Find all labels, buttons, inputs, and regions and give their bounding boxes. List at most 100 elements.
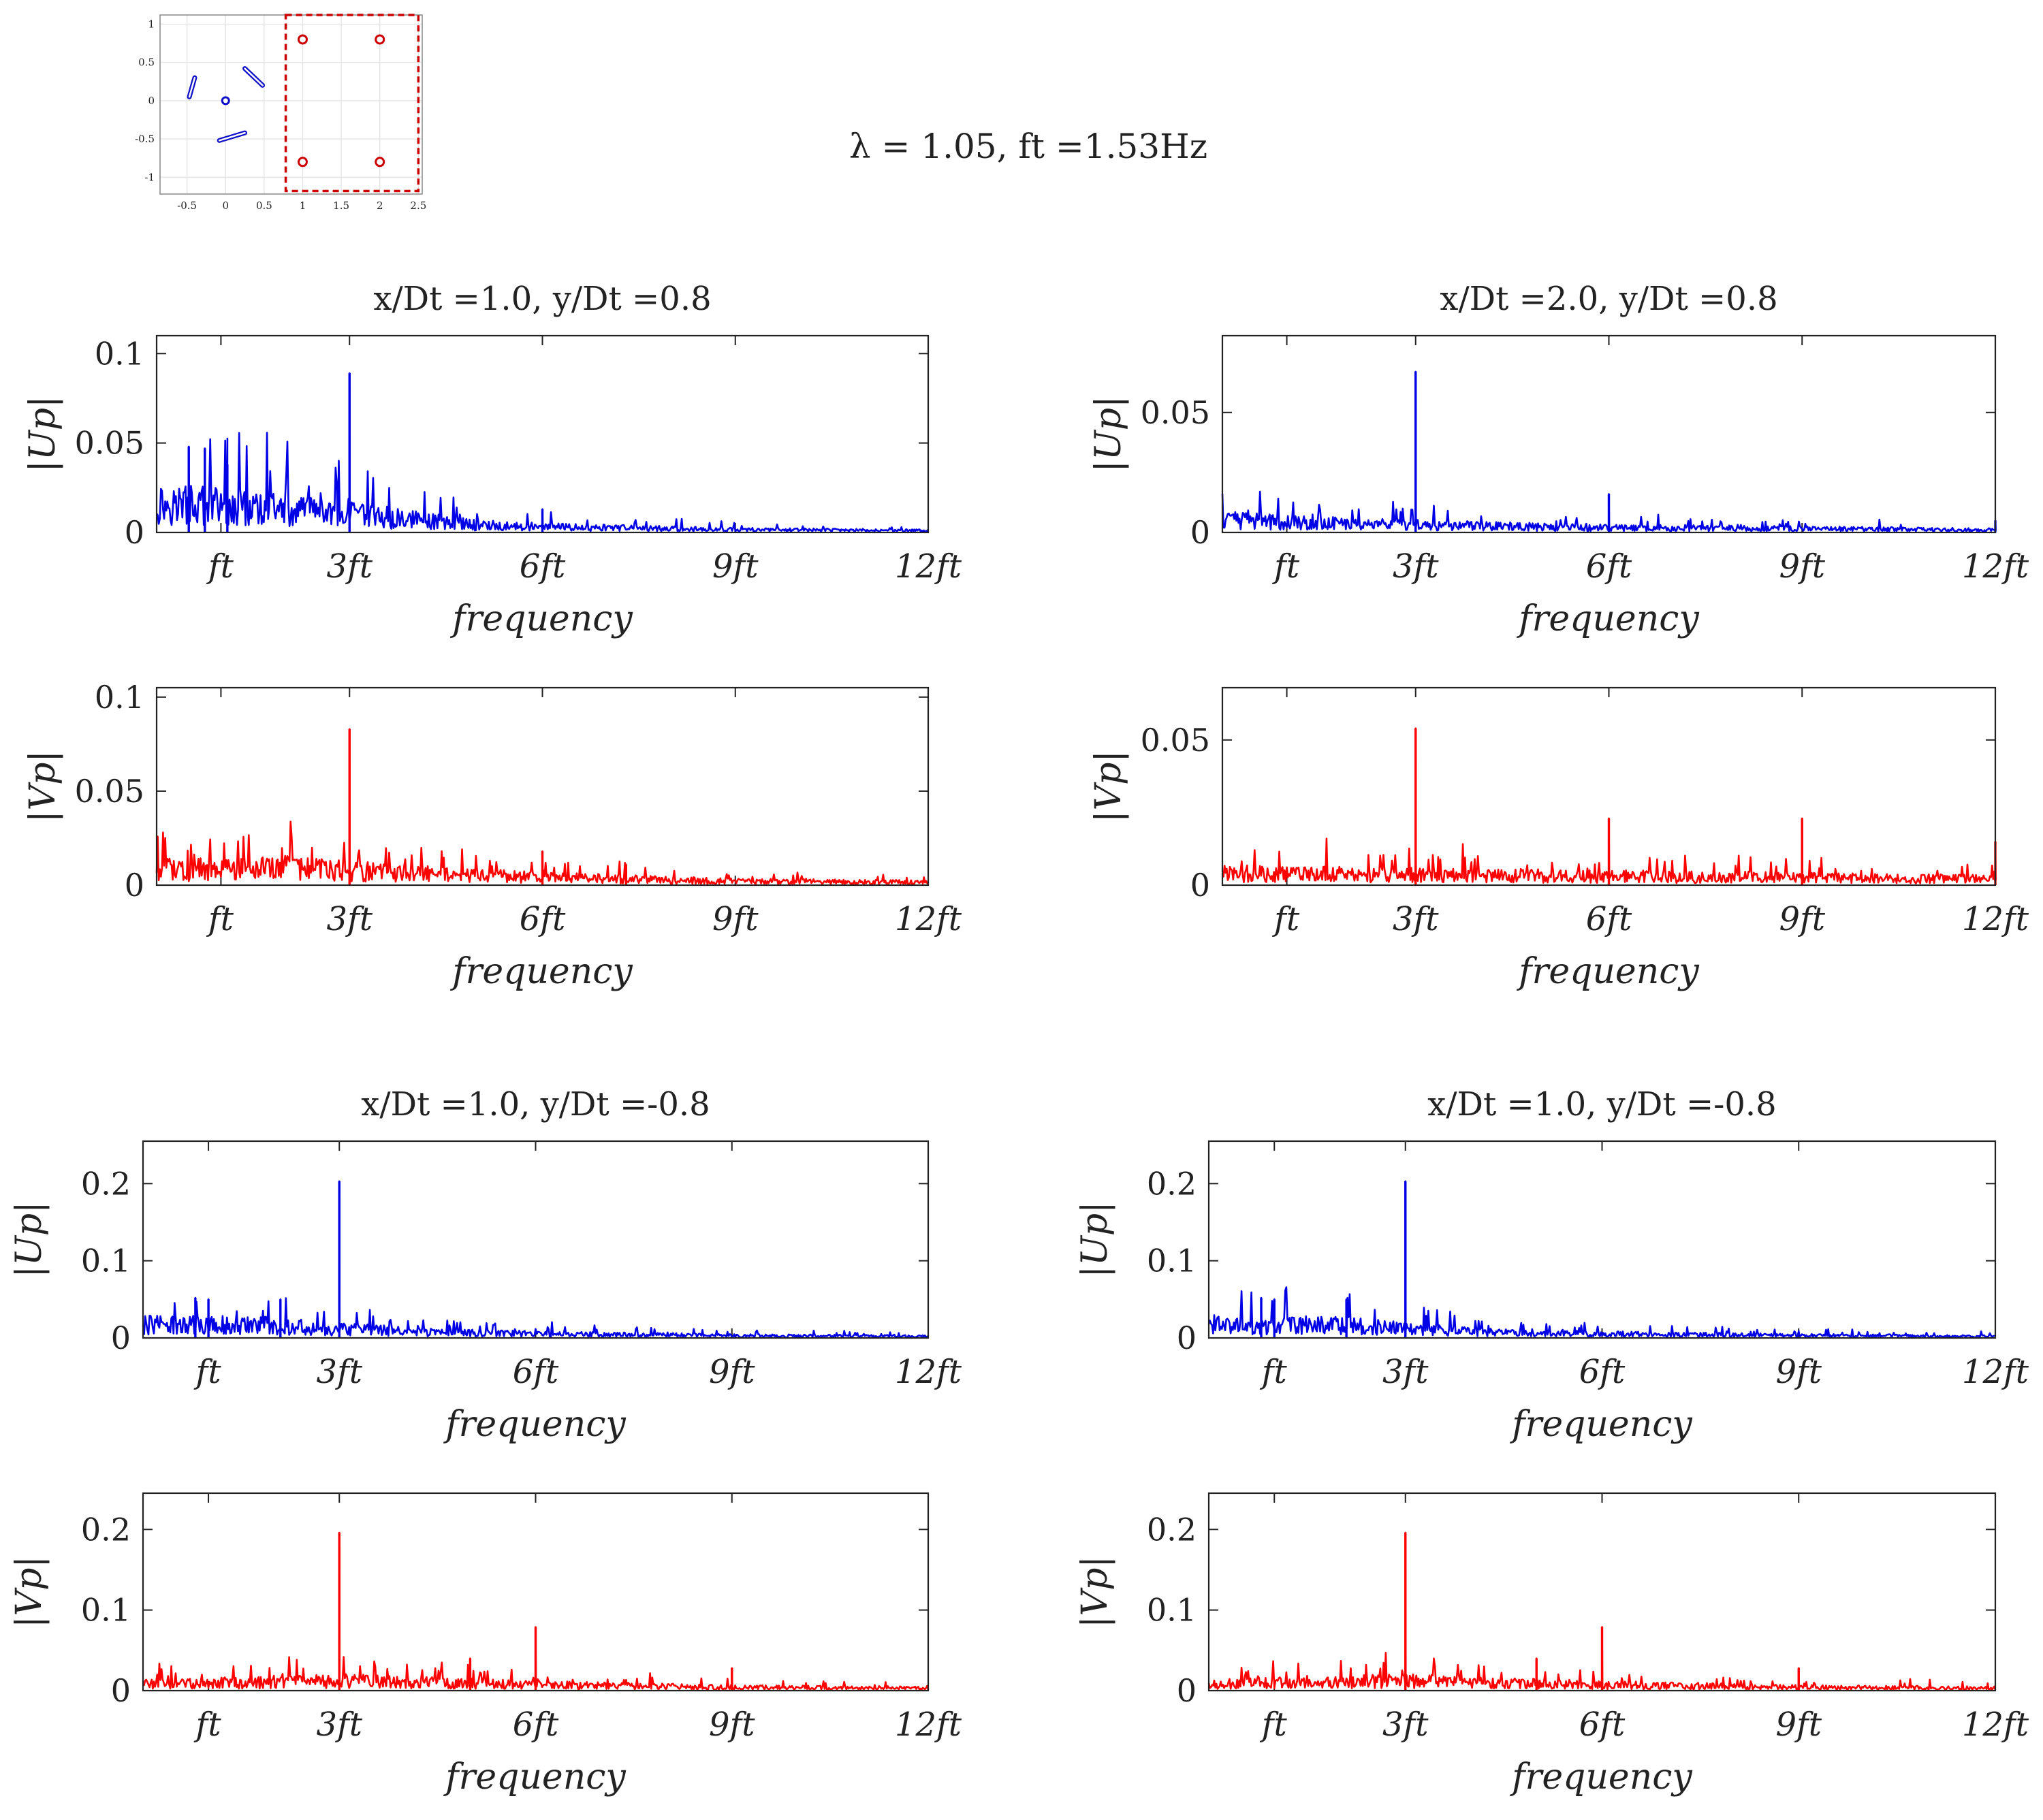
spectrum-panel-5: x/Dt =1.0, y/Dt =-0.8 0 0.1 0.2 ft 3ft 6ft 9ft 1… xyxy=(9,1085,962,1445)
x-axis-label: frequency xyxy=(1509,1757,1692,1798)
spectrum-series-u xyxy=(155,372,930,533)
x-tick-label: 6ft xyxy=(520,900,566,938)
x-tick-label: ft xyxy=(206,547,234,586)
y-tick-label: 0.1 xyxy=(95,679,144,716)
y-tick-label: 0 xyxy=(1177,1320,1197,1356)
inset-x-tick-label: -0.5 xyxy=(177,199,197,212)
x-tick-label: 9ft xyxy=(712,900,759,938)
x-tick-label: 3ft xyxy=(326,900,373,938)
inset-y-tick-label: -0.5 xyxy=(135,133,155,145)
axes-frame xyxy=(1221,686,1997,887)
spectrum-panel-2: x/Dt =2.0, y/Dt =0.8 0 0.05 ft 3ft 6ft 9ft 12ft… xyxy=(1088,280,2029,639)
x-tick-label: 12ft xyxy=(895,547,962,586)
panel-title: x/Dt =2.0, y/Dt =0.8 xyxy=(1440,280,1777,318)
inset-probe-region xyxy=(284,14,420,193)
y-tick-label: 0 xyxy=(1190,867,1210,904)
x-axis-label: frequency xyxy=(443,1404,626,1445)
y-tick-label: 0.1 xyxy=(81,1592,131,1629)
spectrum-panel-3: 0 0.05 0.1 ft 3ft 6ft 9ft 12ft frequency |Vp| xyxy=(22,679,962,992)
inset-y-tick-label: 0.5 xyxy=(138,57,155,69)
y-tick-label: 0 xyxy=(111,1320,131,1356)
panel-title: x/Dt =1.0, y/Dt =-0.8 xyxy=(361,1085,710,1123)
inset-probe xyxy=(375,34,385,45)
inset-probe xyxy=(297,157,308,167)
inset-x-tick-label: 0 xyxy=(222,199,229,212)
x-tick-label: 3ft xyxy=(316,1706,362,1744)
y-tick-label: 0.2 xyxy=(81,1511,131,1548)
spectrum-series-u xyxy=(1207,1180,1996,1339)
inset-probe xyxy=(297,34,308,45)
y-axis-label: |Up| xyxy=(9,1201,50,1277)
y-tick-label: 0 xyxy=(1190,514,1210,551)
axes-frame xyxy=(1207,1140,1997,1339)
y-tick-label: 0.1 xyxy=(1147,1592,1197,1629)
x-tick-label: 3ft xyxy=(1382,1353,1429,1391)
x-tick-label: ft xyxy=(1272,900,1300,938)
spectrum-panel-7: 0 0.1 0.2 ft 3ft 6ft 9ft 12ft frequency |Vp| xyxy=(9,1492,962,1798)
y-axis-label: |Vp| xyxy=(1075,1556,1115,1628)
x-tick-label: 12ft xyxy=(895,1706,962,1744)
panel-title: x/Dt =1.0, y/Dt =0.8 xyxy=(373,280,711,318)
inset-x-tick-label: 1.5 xyxy=(333,199,349,212)
y-tick-label: 0.1 xyxy=(1147,1243,1197,1279)
y-axis-label: |Up| xyxy=(1088,396,1129,472)
y-axis-label: |Vp| xyxy=(22,750,63,823)
inset-blade-core xyxy=(218,131,246,142)
inset-x-tick-label: 2.5 xyxy=(410,199,426,212)
x-tick-label: 12ft xyxy=(1962,547,2029,586)
y-tick-label: 0.05 xyxy=(1141,722,1210,759)
x-axis-label: frequency xyxy=(1516,598,1699,639)
axes-frame xyxy=(142,1140,930,1339)
x-tick-label: 9ft xyxy=(712,547,759,586)
panel-title: x/Dt =1.0, y/Dt =-0.8 xyxy=(1427,1085,1776,1123)
inset-x-tick-label: 2 xyxy=(377,199,383,212)
y-tick-label: 0.2 xyxy=(1147,1165,1197,1202)
inset-blade-core xyxy=(188,76,196,98)
x-tick-label: 6ft xyxy=(513,1353,559,1391)
x-axis-label: frequency xyxy=(449,951,633,992)
spectrum-panel-1: x/Dt =1.0, y/Dt =0.8 0 0.05 0.1 ft 3ft 6ft 9ft 1… xyxy=(22,280,962,639)
y-tick-label: 0 xyxy=(125,867,144,904)
axes-frame xyxy=(1207,1492,1997,1692)
axes-frame xyxy=(155,686,930,887)
y-tick-label: 0.1 xyxy=(81,1243,131,1279)
y-tick-label: 0 xyxy=(1177,1672,1197,1709)
x-tick-label: 6ft xyxy=(1579,1353,1626,1391)
x-tick-label: 3ft xyxy=(1393,547,1439,586)
x-tick-label: 12ft xyxy=(1962,1353,2029,1391)
x-tick-label: 9ft xyxy=(1775,1706,1822,1744)
x-tick-label: ft xyxy=(1260,1353,1288,1391)
x-tick-label: ft xyxy=(1272,547,1300,586)
spectrum-panel-8: 0 0.1 0.2 ft 3ft 6ft 9ft 12ft frequency |Vp| xyxy=(1075,1492,2029,1798)
y-tick-label: 0 xyxy=(125,514,144,551)
x-tick-label: 6ft xyxy=(1586,900,1632,938)
x-tick-label: 9ft xyxy=(1779,547,1825,586)
x-tick-label: 9ft xyxy=(1779,900,1825,938)
inset-y-tick-label: 0 xyxy=(148,95,155,107)
inset-y-tick-label: -1 xyxy=(144,171,155,183)
x-tick-label: 9ft xyxy=(709,1353,755,1391)
x-axis-label: frequency xyxy=(1509,1404,1692,1445)
spectrum-panel-4: 0 0.05 ft 3ft 6ft 9ft 12ft frequency |Vp| xyxy=(1088,686,2029,992)
x-tick-label: ft xyxy=(206,900,234,938)
y-axis-label: |Vp| xyxy=(1088,750,1129,823)
turbine-layout-inset: -0.5 0 0.5 1 1.5 2 2.5 1 0.5 0 -0.5 -1 xyxy=(135,14,426,212)
x-tick-label: 12ft xyxy=(895,1353,962,1391)
x-tick-label: 12ft xyxy=(1962,900,2029,938)
spectrum-panel-6: x/Dt =1.0, y/Dt =-0.8 0 0.1 0.2 ft 3ft 6ft 9ft 1… xyxy=(1075,1085,2029,1445)
x-tick-label: 6ft xyxy=(513,1706,559,1744)
axes-frame xyxy=(1221,334,1997,534)
inset-hub xyxy=(221,96,230,106)
x-tick-label: 6ft xyxy=(1579,1706,1626,1744)
x-tick-label: 6ft xyxy=(520,547,566,586)
y-tick-label: 0.05 xyxy=(75,425,144,462)
figure-suptitle: λ = 1.05, ft =1.53Hz xyxy=(849,127,1207,166)
x-tick-label: 9ft xyxy=(709,1706,755,1744)
y-tick-label: 0.2 xyxy=(1147,1511,1197,1548)
spectrum-series-u xyxy=(142,1180,929,1339)
inset-probe xyxy=(375,157,385,167)
axes-frame xyxy=(142,1492,930,1692)
inset-y-tick-label: 1 xyxy=(148,18,155,30)
x-tick-label: 9ft xyxy=(1775,1353,1822,1391)
